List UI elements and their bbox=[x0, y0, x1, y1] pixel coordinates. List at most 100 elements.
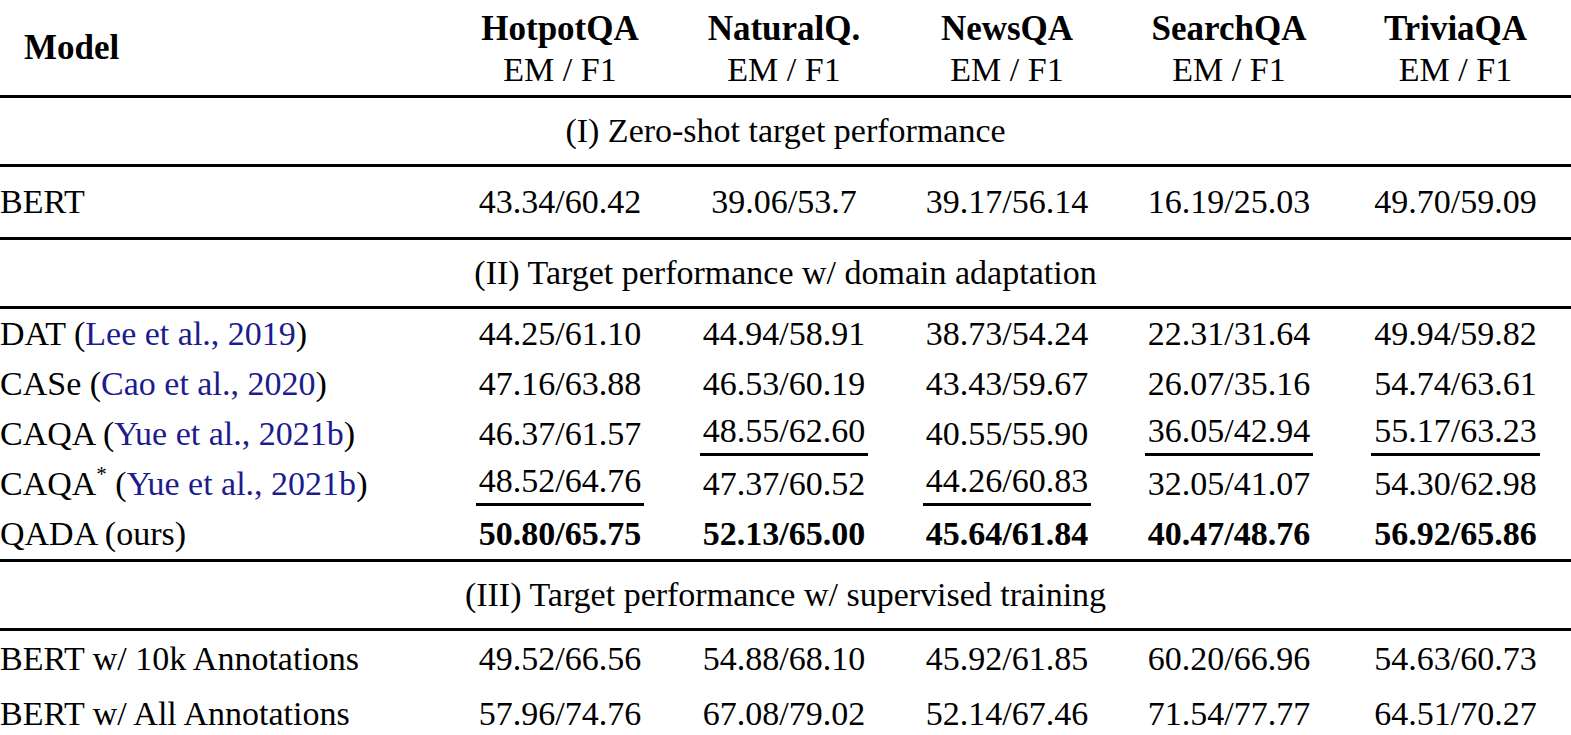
dataset-name: HotpotQA bbox=[448, 6, 672, 50]
score-cell: 16.19/25.03 bbox=[1118, 166, 1340, 239]
citation-paren-open: ( bbox=[94, 415, 114, 452]
score-value: 49.94/59.82 bbox=[1374, 316, 1536, 352]
score-value: 49.52/66.56 bbox=[479, 641, 641, 677]
score-cell: 36.05/42.94 bbox=[1118, 409, 1340, 459]
score-value: 44.26/60.83 bbox=[923, 463, 1091, 506]
score-value: 38.73/54.24 bbox=[926, 316, 1088, 352]
metric-label: EM / F1 bbox=[448, 50, 672, 90]
score-cell: 50.80/65.75 bbox=[448, 509, 672, 561]
score-cell: 43.34/60.42 bbox=[448, 166, 672, 239]
score-cell: 54.74/63.61 bbox=[1340, 359, 1571, 409]
score-cell: 39.17/56.14 bbox=[896, 166, 1118, 239]
model-name: CASe bbox=[0, 365, 81, 402]
score-value: 52.14/67.46 bbox=[926, 696, 1088, 732]
table-row: BERT w/ All Annotations 57.96/74.76 67.08/… bbox=[0, 686, 1571, 735]
table-row: QADA (ours) 50.80/65.7552.13/65.00 45.64/6… bbox=[0, 509, 1571, 561]
model-superscript-star: * bbox=[96, 462, 107, 486]
model-name: QADA (ours) bbox=[0, 515, 186, 552]
score-cell: 43.43/59.67 bbox=[896, 359, 1118, 409]
score-cell: 64.51/70.27 bbox=[1340, 686, 1571, 735]
score-cell: 52.14/67.46 bbox=[896, 686, 1118, 735]
metric-label: EM / F1 bbox=[1340, 50, 1571, 90]
score-value: 46.53/60.19 bbox=[703, 366, 865, 402]
score-value: 54.63/60.73 bbox=[1374, 641, 1536, 677]
header-row: Model HotpotQA EM / F1 NaturalQ. EM / F1… bbox=[0, 0, 1571, 97]
model-name: DAT bbox=[0, 315, 66, 352]
score-cell: 55.17/63.23 bbox=[1340, 409, 1571, 459]
score-cell: 52.13/65.00 bbox=[672, 509, 896, 561]
table-row: CAQA (Yue et al., 2021b)46.37/61.5748.55… bbox=[0, 409, 1571, 459]
score-cell: 57.96/74.76 bbox=[448, 686, 672, 735]
section-row: (III) Target performance w/ supervised t… bbox=[0, 561, 1571, 630]
citation-link[interactable]: Yue et al., 2021b bbox=[127, 465, 356, 502]
score-value: 40.47/48.76 bbox=[1148, 516, 1310, 552]
dataset-name: SearchQA bbox=[1118, 6, 1340, 50]
score-value: 60.20/66.96 bbox=[1148, 641, 1310, 677]
dataset-name: NaturalQ. bbox=[672, 6, 896, 50]
score-value: 48.52/64.76 bbox=[476, 463, 644, 506]
score-cell: 67.08/79.02 bbox=[672, 686, 896, 735]
section-row: (I) Zero-shot target performance bbox=[0, 97, 1571, 166]
score-cell: 40.47/48.76 bbox=[1118, 509, 1340, 561]
citation-paren-close: ) bbox=[315, 365, 326, 402]
column-header-searchqa: SearchQA EM / F1 bbox=[1118, 0, 1340, 97]
score-value: 64.51/70.27 bbox=[1374, 696, 1536, 732]
citation-link[interactable]: Lee et al., 2019 bbox=[85, 315, 296, 352]
score-cell: 49.70/59.09 bbox=[1340, 166, 1571, 239]
citation-paren-open: ( bbox=[81, 365, 101, 402]
citation-paren-open: ( bbox=[107, 465, 127, 502]
model-cell: QADA (ours) bbox=[0, 509, 448, 561]
metric-label: EM / F1 bbox=[1118, 50, 1340, 90]
table-row: BERT 43.34/60.4239.06/53.739.17/56.14 16.1… bbox=[0, 166, 1571, 239]
section-label: (I) Zero-shot target performance bbox=[0, 97, 1571, 166]
score-cell: 49.52/66.56 bbox=[448, 630, 672, 687]
score-cell: 54.30/62.98 bbox=[1340, 459, 1571, 509]
dataset-name: NewsQA bbox=[896, 6, 1118, 50]
score-value: 47.37/60.52 bbox=[703, 466, 865, 502]
model-name: CAQA bbox=[0, 415, 94, 452]
model-name: CAQA bbox=[0, 465, 96, 502]
score-value: 45.64/61.84 bbox=[926, 516, 1088, 552]
score-cell: 26.07/35.16 bbox=[1118, 359, 1340, 409]
score-value: 16.19/25.03 bbox=[1148, 184, 1310, 220]
score-value: 36.05/42.94 bbox=[1145, 413, 1313, 456]
model-name: BERT bbox=[0, 183, 85, 220]
score-cell: 44.94/58.91 bbox=[672, 308, 896, 360]
score-cell: 48.52/64.76 bbox=[448, 459, 672, 509]
table-row: CAQA* (Yue et al., 2021b) 48.52/64.76 47.3… bbox=[0, 459, 1571, 509]
score-cell: 54.88/68.10 bbox=[672, 630, 896, 687]
citation-paren-close: ) bbox=[356, 465, 367, 502]
table-row: BERT w/ 10k Annotations49.52/66.5654.88/… bbox=[0, 630, 1571, 687]
model-name: BERT w/ All Annotations bbox=[0, 695, 350, 732]
citation-paren-close: ) bbox=[296, 315, 307, 352]
score-value: 32.05/41.07 bbox=[1148, 466, 1310, 502]
table-row: DAT (Lee et al., 2019) 44.25/61.10 44.94/5… bbox=[0, 308, 1571, 360]
score-value: 40.55/55.90 bbox=[926, 416, 1088, 452]
score-cell: 39.06/53.7 bbox=[672, 166, 896, 239]
score-value: 57.96/74.76 bbox=[479, 696, 641, 732]
score-value: 71.54/77.77 bbox=[1148, 696, 1310, 732]
citation-paren-close: ) bbox=[344, 415, 355, 452]
score-cell: 32.05/41.07 bbox=[1118, 459, 1340, 509]
score-value: 45.92/61.85 bbox=[926, 641, 1088, 677]
score-value: 43.43/59.67 bbox=[926, 366, 1088, 402]
model-cell: BERT bbox=[0, 166, 448, 239]
score-value: 47.16/63.88 bbox=[479, 366, 641, 402]
paper-results-table-page: Model HotpotQA EM / F1 NaturalQ. EM / F1… bbox=[0, 0, 1571, 735]
citation-link[interactable]: Cao et al., 2020 bbox=[101, 365, 315, 402]
score-value: 22.31/31.64 bbox=[1148, 316, 1310, 352]
score-value: 67.08/79.02 bbox=[703, 696, 865, 732]
metric-label: EM / F1 bbox=[672, 50, 896, 90]
score-value: 54.88/68.10 bbox=[703, 641, 865, 677]
score-cell: 44.26/60.83 bbox=[896, 459, 1118, 509]
score-value: 44.25/61.10 bbox=[479, 316, 641, 352]
score-cell: 71.54/77.77 bbox=[1118, 686, 1340, 735]
score-cell: 45.64/61.84 bbox=[896, 509, 1118, 561]
column-header-triviaqa: TriviaQA EM / F1 bbox=[1340, 0, 1571, 97]
score-cell: 40.55/55.90 bbox=[896, 409, 1118, 459]
score-cell: 47.16/63.88 bbox=[448, 359, 672, 409]
table-body: (I) Zero-shot target performance BERT 43.3… bbox=[0, 97, 1571, 735]
column-header-naturalq: NaturalQ. EM / F1 bbox=[672, 0, 896, 97]
citation-paren-open: ( bbox=[66, 315, 86, 352]
citation-link[interactable]: Yue et al., 2021b bbox=[114, 415, 343, 452]
